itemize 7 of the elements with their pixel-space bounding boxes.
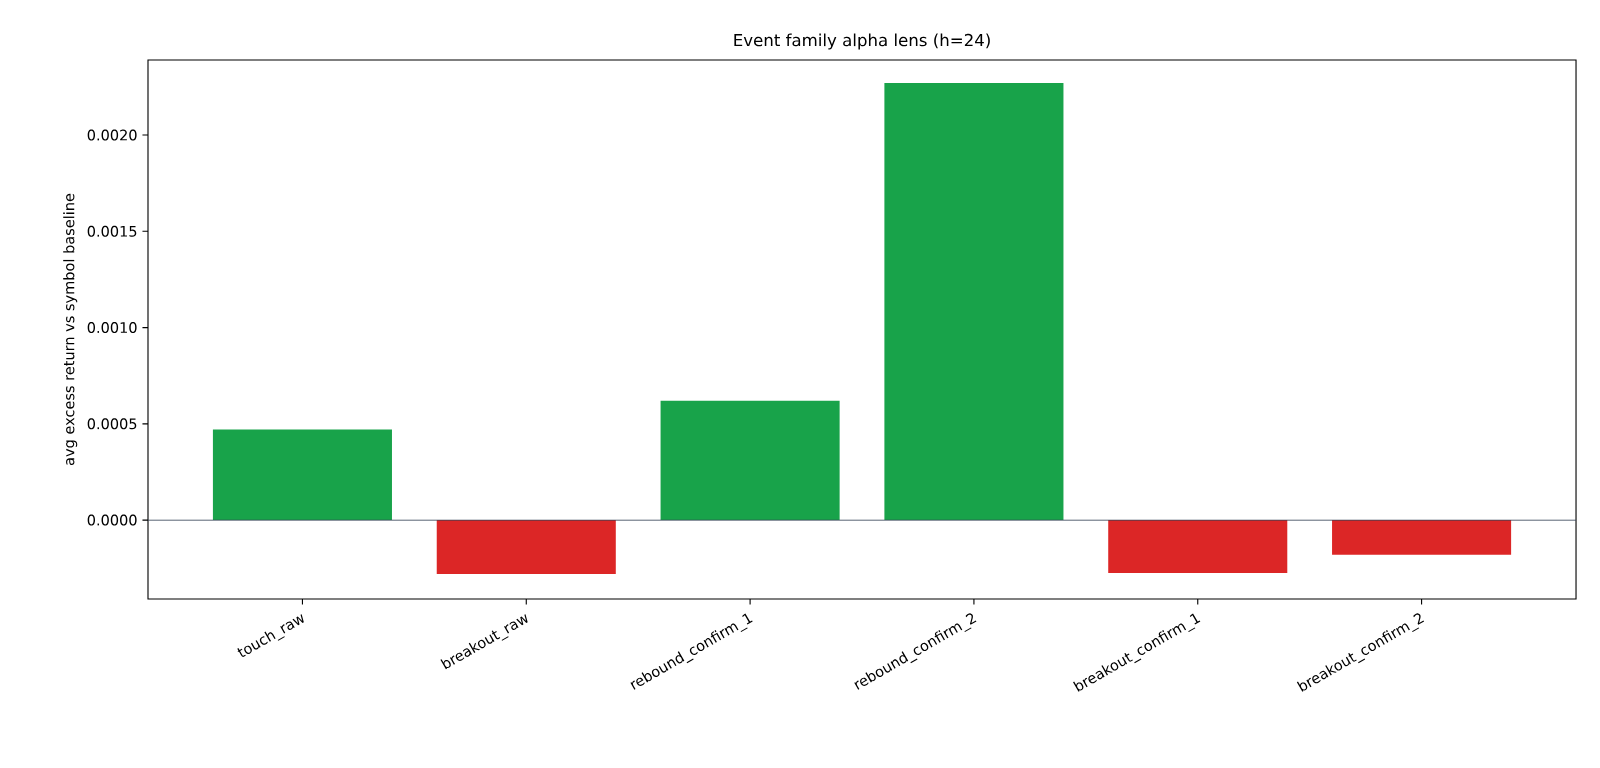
y-tick-label: 0.0010 — [87, 322, 137, 334]
y-tick-label: 0.0000 — [87, 514, 137, 526]
y-tick-label: 0.0015 — [87, 225, 137, 237]
chart-title: Event family alpha lens (h=24) — [734, 33, 990, 50]
y-tick-label: 0.0005 — [87, 418, 137, 430]
y-tick-label: 0.0020 — [87, 129, 137, 141]
y-axis-title: avg excess return vs symbol baseline — [63, 193, 78, 466]
